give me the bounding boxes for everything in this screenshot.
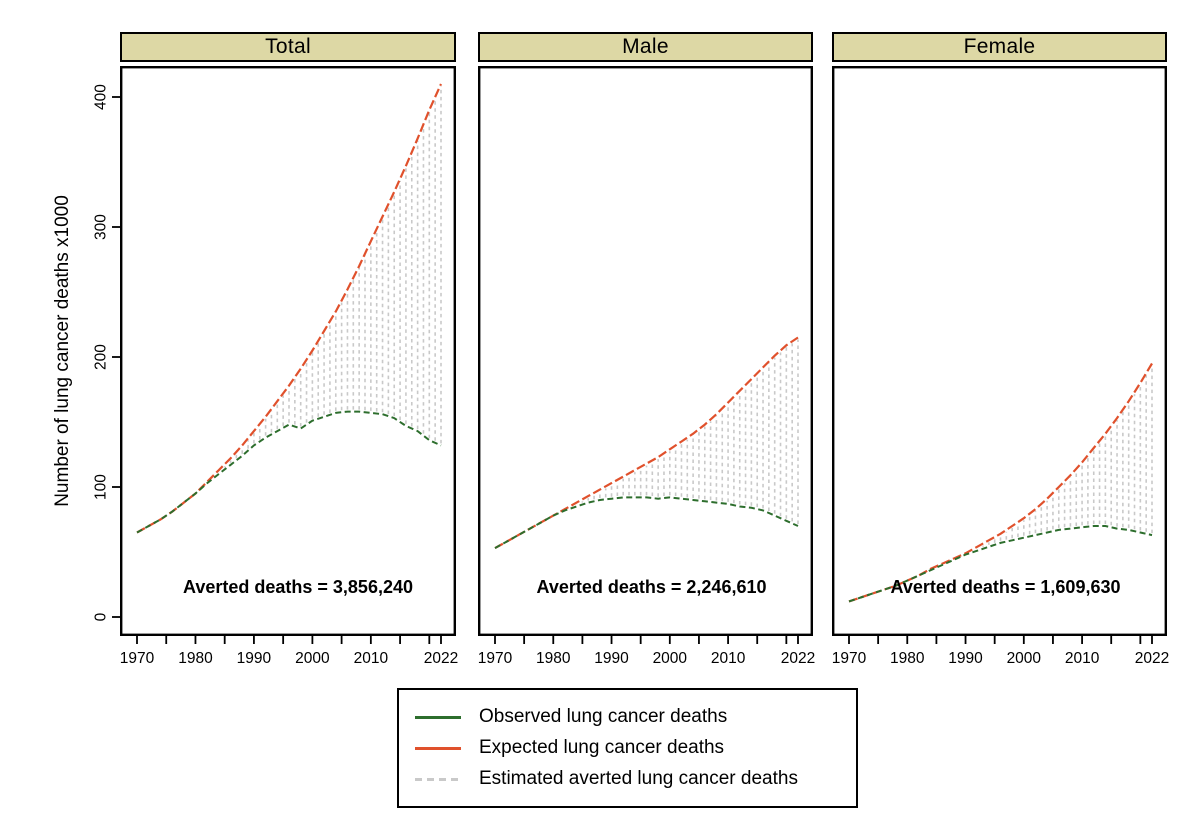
legend: Observed lung cancer deaths Expected lun… <box>397 688 858 808</box>
observed-line-icon <box>415 715 461 719</box>
panel-strip-female: Female <box>832 32 1167 62</box>
x-axis-ticks: 1970 1980 1990 2000 2010 2022 <box>120 636 458 667</box>
averted-hatch-lines <box>575 339 799 524</box>
x-tick-label: 2000 <box>1007 650 1042 667</box>
x-tick-label: 1990 <box>948 650 983 667</box>
y-tick-label: 300 <box>93 214 110 240</box>
y-axis-ticks: 0 100 200 300 400 <box>93 84 121 621</box>
x-tick-label: 1970 <box>832 650 867 667</box>
panel-title-female: Female <box>963 35 1036 58</box>
panel-title-total: Total <box>265 35 311 58</box>
panel-title-male: Male <box>622 35 669 58</box>
x-tick-label: 1970 <box>120 650 155 667</box>
x-tick-label: 2000 <box>295 650 330 667</box>
observed-line <box>848 525 1153 603</box>
x-tick-label: 2010 <box>354 650 389 667</box>
legend-item-averted: Estimated averted lung cancer deaths <box>415 768 840 790</box>
x-tick-label: 1970 <box>478 650 513 667</box>
x-tick-label: 1980 <box>890 650 925 667</box>
legend-label-observed: Observed lung cancer deaths <box>479 706 728 727</box>
legend-label-averted: Estimated averted lung cancer deaths <box>479 768 798 789</box>
expected-line-icon <box>415 746 461 750</box>
x-tick-label: 2022 <box>1135 650 1169 667</box>
x-axis-ticks: 1970 1980 1990 2000 2010 2022 <box>478 636 815 667</box>
legend-label-expected: Expected lung cancer deaths <box>479 737 725 758</box>
x-tick-label: 2000 <box>653 650 688 667</box>
panel-strip-total: Total <box>120 32 456 62</box>
panel-strip-male: Male <box>478 32 813 62</box>
y-tick-label: 400 <box>93 84 110 110</box>
panel-plot-total: 1970 1980 1990 2000 2010 2022 0 100 200 300 400 <box>93 66 458 667</box>
y-axis-title: Number of lung cancer deaths x1000 <box>52 195 73 507</box>
x-tick-label: 2022 <box>781 650 815 667</box>
observed-line <box>494 496 799 549</box>
annotation-averted-male: Averted deaths = 2,246,610 <box>536 577 767 597</box>
y-tick-label: 100 <box>93 474 110 500</box>
legend-item-observed: Observed lung cancer deaths <box>415 706 840 728</box>
panel-border <box>120 66 457 636</box>
x-tick-label: 2022 <box>424 650 458 667</box>
x-tick-label: 2010 <box>711 650 746 667</box>
y-tick-label: 0 <box>93 612 110 621</box>
annotation-averted-female: Averted deaths = 1,609,630 <box>890 577 1121 597</box>
panel-plot-male: 1970 1980 1990 2000 2010 2022 <box>478 66 815 667</box>
x-tick-label: 1990 <box>594 650 629 667</box>
averted-line-icon <box>415 777 461 781</box>
y-tick-label: 200 <box>93 344 110 370</box>
expected-line <box>136 83 443 534</box>
panel-plot-female: 1970 1980 1990 2000 2010 2022 <box>832 66 1169 667</box>
x-tick-label: 1990 <box>237 650 272 667</box>
panel-border <box>478 66 814 636</box>
annotation-averted-total: Averted deaths = 3,856,240 <box>183 577 413 597</box>
x-tick-label: 2010 <box>1065 650 1100 667</box>
panel-border <box>832 66 1168 636</box>
x-tick-label: 1980 <box>178 650 213 667</box>
x-axis-ticks: 1970 1980 1990 2000 2010 2022 <box>832 636 1169 667</box>
observed-line <box>136 410 442 534</box>
averted-hatch-lines <box>976 365 1153 549</box>
legend-item-expected: Expected lung cancer deaths <box>415 737 840 759</box>
x-tick-label: 1980 <box>536 650 571 667</box>
averted-hatch-lines <box>218 86 442 473</box>
